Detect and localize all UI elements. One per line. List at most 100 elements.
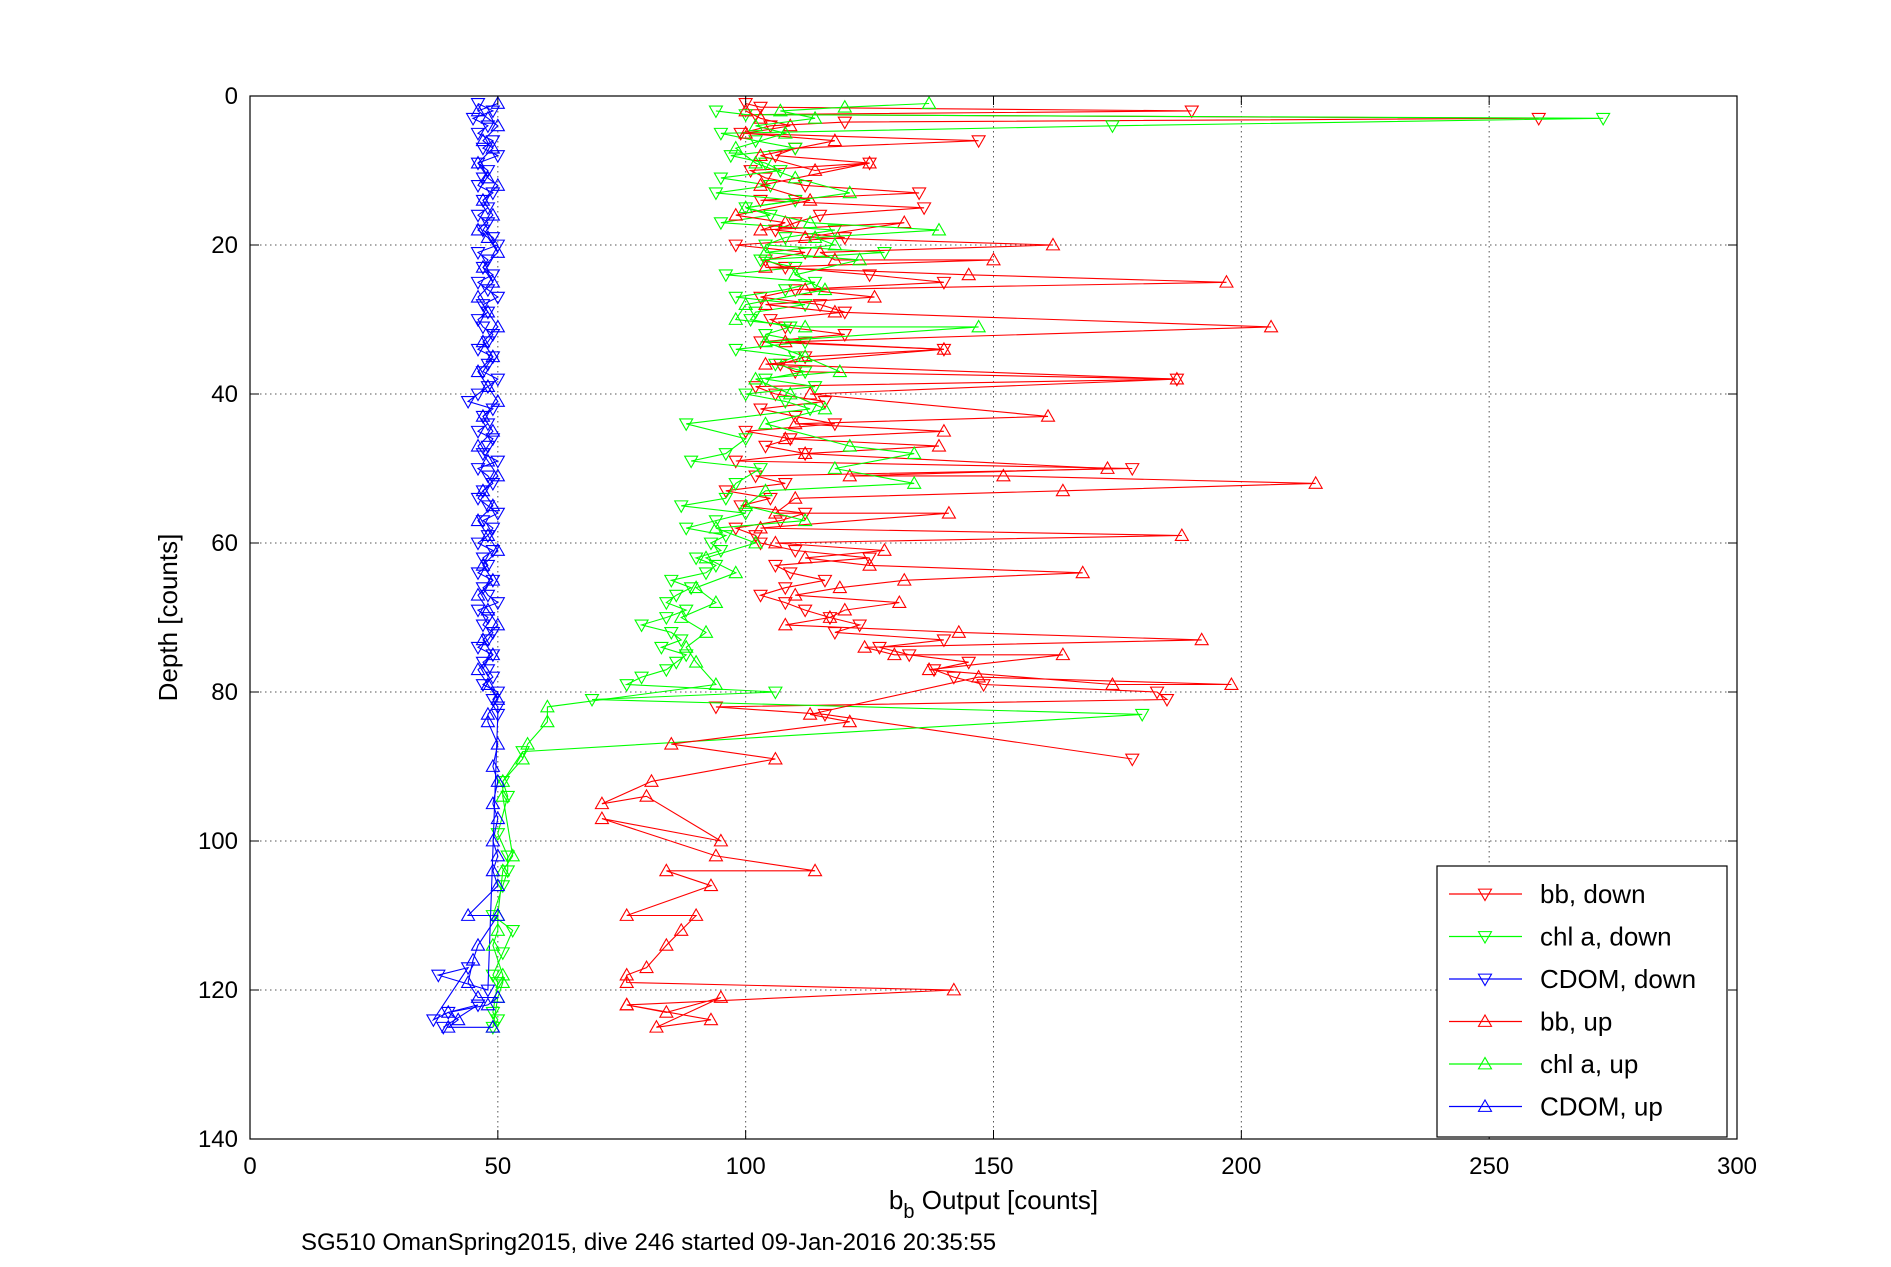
data-point	[787, 490, 803, 504]
data-point	[748, 306, 764, 320]
data-point	[470, 388, 486, 402]
data-point	[634, 671, 650, 685]
data-point	[495, 967, 511, 981]
data-point	[713, 127, 729, 141]
data-point	[827, 237, 843, 251]
data-point	[485, 274, 501, 288]
data-point	[777, 597, 793, 611]
data-point	[748, 371, 764, 385]
data-point	[753, 194, 768, 208]
data-point	[852, 252, 868, 266]
data-point	[1055, 483, 1071, 497]
data-point	[936, 423, 952, 437]
data-point	[475, 656, 491, 670]
data-point	[490, 848, 506, 862]
data-point	[495, 788, 511, 802]
data-point	[490, 597, 506, 611]
data-point	[782, 118, 798, 132]
data-point	[748, 118, 764, 132]
data-point	[807, 110, 823, 124]
series-line	[446, 102, 500, 1028]
data-point	[777, 431, 793, 445]
series-4	[485, 95, 987, 1033]
data-point	[470, 314, 486, 328]
data-point	[1169, 371, 1185, 385]
data-point	[738, 125, 754, 139]
data-point	[807, 229, 823, 243]
data-point	[802, 403, 818, 417]
data-point	[460, 396, 476, 410]
data-point	[812, 299, 828, 313]
data-point	[495, 775, 511, 790]
data-point	[658, 597, 674, 611]
data-point	[753, 147, 768, 162]
data-point	[797, 604, 813, 618]
data-point	[490, 373, 506, 387]
data-point	[485, 433, 501, 447]
data-point	[1105, 120, 1120, 134]
data-point	[971, 135, 987, 149]
legend-marker	[1477, 931, 1493, 945]
data-point	[490, 811, 506, 825]
data-point	[470, 587, 486, 601]
data-point	[718, 269, 734, 283]
data-point	[901, 649, 917, 663]
data-point	[832, 580, 848, 594]
data-point	[718, 492, 734, 506]
y-tick-label: 0	[225, 83, 238, 110]
series-5	[440, 95, 506, 1033]
data-point	[668, 589, 684, 603]
data-point	[673, 634, 689, 648]
x-tick-label: 0	[243, 1153, 256, 1180]
data-point	[777, 477, 793, 492]
data-point	[470, 157, 486, 171]
data-point	[515, 751, 531, 765]
data-point	[500, 790, 516, 804]
data-point	[777, 232, 793, 246]
data-point	[470, 155, 486, 169]
data-point	[718, 530, 734, 544]
data-point	[475, 408, 491, 422]
data-point	[495, 880, 511, 894]
data-point	[485, 910, 501, 924]
data-point	[658, 664, 674, 678]
legend-label: CDOM, up	[1540, 1092, 1663, 1122]
data-point	[961, 267, 977, 281]
data-point	[728, 477, 744, 492]
data-point	[748, 535, 764, 549]
data-point	[763, 209, 778, 223]
data-point	[1040, 408, 1056, 422]
data-point	[817, 574, 833, 588]
data-point	[683, 582, 699, 596]
data-point	[678, 522, 694, 536]
data-point	[470, 989, 486, 1003]
data-point	[753, 403, 768, 417]
legend: bb, down chl a, down CDOM, down bb, up chl a…	[1436, 865, 1728, 1138]
data-point	[753, 537, 768, 551]
data-point	[490, 878, 506, 892]
data-point	[470, 364, 486, 378]
data-point	[708, 676, 724, 690]
series-1	[485, 105, 1611, 1035]
y-tick-label: 120	[198, 977, 238, 1004]
data-point	[475, 192, 491, 206]
data-point	[713, 989, 729, 1003]
data-point	[738, 433, 754, 447]
data-point	[1124, 753, 1140, 767]
data-point	[1134, 708, 1150, 722]
x-tick-label: 250	[1469, 1153, 1509, 1180]
data-point	[490, 701, 506, 715]
data-point	[941, 505, 957, 519]
data-point	[480, 304, 496, 318]
data-point	[653, 641, 669, 655]
data-point	[718, 448, 734, 462]
data-point	[787, 170, 803, 184]
caption: SG510 OmanSpring2015, dive 246 started 0…	[301, 1229, 996, 1256]
data-point	[485, 207, 501, 221]
data-point	[738, 425, 754, 439]
data-point	[1124, 463, 1140, 477]
data-point	[485, 423, 501, 437]
data-point	[480, 470, 496, 484]
legend-label: chl a, down	[1540, 922, 1672, 952]
data-point	[738, 507, 754, 521]
